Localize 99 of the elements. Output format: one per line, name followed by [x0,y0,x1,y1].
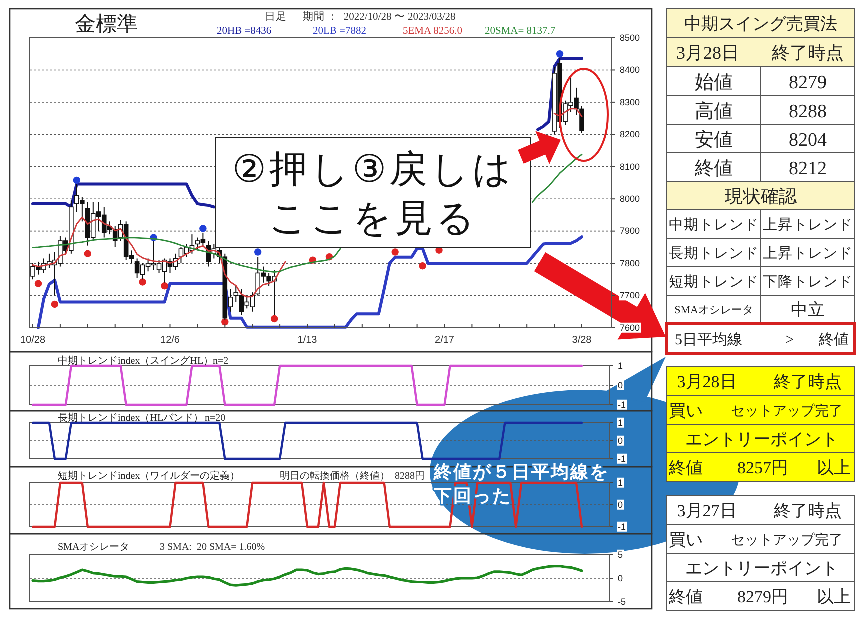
text: 終了時点 [773,502,842,521]
text: エントリーポイント [686,559,838,578]
text: 5日平均線 [675,331,742,348]
text: 中期トレンド [669,216,759,234]
text: 上昇トレンド [763,245,853,262]
y-tick-label: 7900 [620,226,640,236]
annotation: ここを見る [269,198,478,240]
y-tick-label: 7700 [620,290,640,301]
chart-subtitle: 日足 [265,11,287,23]
point [73,176,81,184]
text: セットアップ完了 [731,404,843,420]
point [222,318,229,326]
text: 20LB =7882 [313,26,366,37]
chart-subtitle: 明日の転換価格（終値） 8288円 [280,470,425,482]
text: 8279 [789,72,827,94]
text: セットアップ完了 [731,532,843,549]
text: 買い [669,530,703,550]
y-tick-label: 1 [618,360,624,371]
text: 長期トレンド [669,245,759,262]
y-tick-label: -5 [618,596,626,607]
x-tick-label: 1/13 [298,335,318,346]
chart-title: 金標準 [75,12,138,36]
text: 8288 [789,101,827,122]
x-tick-label: 12/6 [160,335,180,346]
text: 始値 [695,72,733,94]
y-tick-label: 0 [618,436,624,446]
point [34,280,42,288]
text: 期間 ： 2022/10/28 〜 2023/03/28 [303,11,456,23]
text: エントリーポイント [686,430,838,450]
y-tick-label: 8400 [620,65,640,76]
y-tick-label: 8500 [620,32,640,43]
text: 安値 [695,128,733,151]
point [139,278,146,286]
y-tick-label: 0 [618,573,624,584]
chart-title: 中期トレンドindex（スイングHL） [58,355,214,367]
y-tick-label: 8300 [620,97,640,108]
point [556,50,564,58]
point [84,250,92,258]
point [200,225,207,232]
text: 終値が５日平均線を [433,462,610,482]
text: 3月28日 [676,42,740,63]
text: 高値 [695,100,733,122]
text: 20SMA= 8137.7 [485,26,556,37]
y-tick-label: 7600 [620,322,640,333]
text: 終値 [818,331,849,348]
y-tick-label: 1 [618,418,624,428]
text: 中期スイング売買法 [684,14,838,34]
x-tick-label: 3/28 [572,335,592,346]
text: 5EMA 8256.0 [403,26,463,37]
text: 8257円 [738,458,788,478]
text: 上昇トレンド [763,216,853,234]
y-tick-label: 8000 [620,194,640,204]
text: > [786,332,794,348]
text: 短期トレンド [669,274,759,291]
y-tick-label: 5 [618,550,624,560]
y-tick-label: 1 [618,478,624,488]
point [51,300,59,308]
text: 8212 [789,158,827,180]
text: 3月27日 [677,502,737,521]
point [392,248,399,256]
text: 3月28日 [677,372,737,392]
text: 現状確認 [725,186,797,206]
y-tick-label: 0 [618,380,624,390]
y-tick-label: 8100 [620,162,640,172]
point [270,315,278,323]
y-tick-label: 8200 [620,130,640,140]
text: 8279円 [738,588,788,607]
chart-title: 長期トレンドindex（HLバンド） [58,412,204,424]
line-series [36,236,584,330]
x-tick-label: 10/28 [20,335,46,346]
y-tick-label: -1 [618,522,626,532]
y-tick-label: -1 [618,454,626,464]
chart-title: SMAオシレータ [58,542,130,553]
point [161,282,168,290]
text: 8204 [789,130,828,151]
text: 下降トレンド [763,274,853,291]
chart-subtitle: n=2 [213,356,229,367]
text: SMAオシレータ [674,304,754,316]
text: 終値 [668,588,703,607]
point [419,262,426,270]
chart-subtitle: 3 SMA: 20 SMA= 1.60% [160,542,266,553]
text: 終値 [694,158,733,180]
x-tick-label: 2/17 [435,335,455,346]
text: 以上 [817,588,851,607]
y-tick-label: 7800 [620,258,640,268]
text: 終値 [668,458,703,478]
chart-title: 短期トレンドindex（ワイルダーの定義） [58,470,240,482]
point [254,248,262,256]
chart-subtitle: n=20 [205,413,226,424]
text: 以上 [817,458,851,478]
annotation: ②押し③戻しは [232,149,515,191]
y-tick-label: 0 [618,500,624,510]
text: 終了時点 [771,42,844,63]
text: 買い [669,402,703,421]
y-tick-label: -1 [618,400,626,410]
text: 中立 [791,300,825,320]
text: 終了時点 [773,372,842,392]
text: 20HB =8436 [217,26,272,37]
line-series [32,564,584,587]
